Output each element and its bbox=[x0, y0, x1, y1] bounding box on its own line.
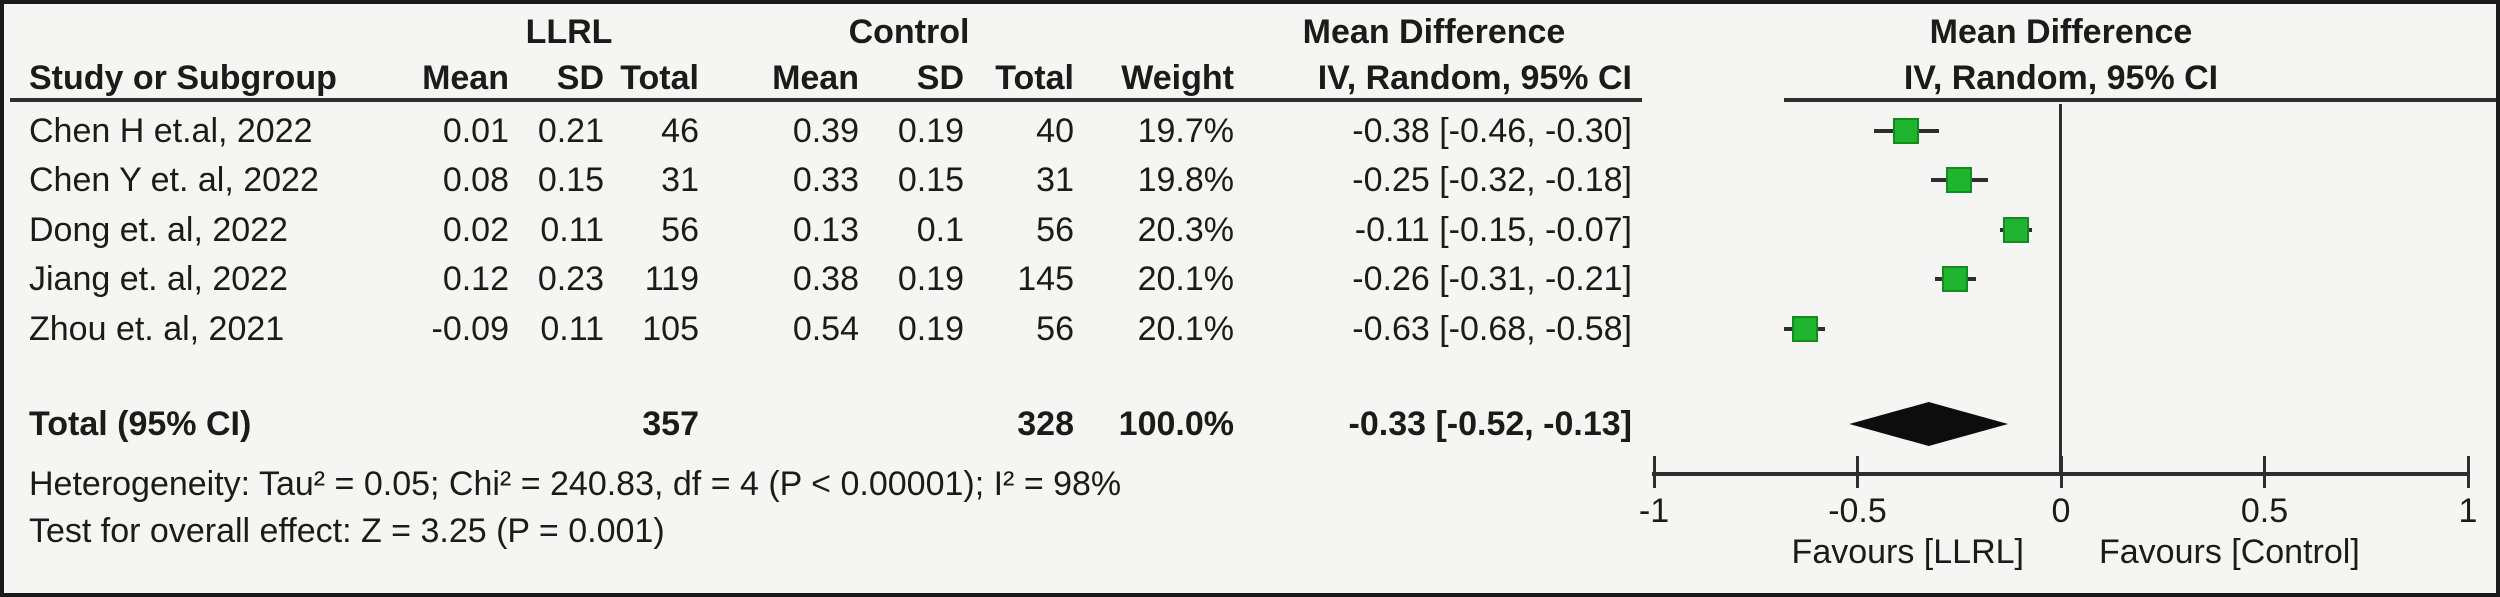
axis-tick bbox=[2263, 456, 2266, 488]
plot-header-underline bbox=[1784, 98, 2496, 102]
cell-total2: 145 bbox=[1017, 260, 1074, 298]
zero-line bbox=[2059, 104, 2062, 474]
cell-total1: 119 bbox=[644, 260, 699, 298]
cell-mean1: 0.02 bbox=[442, 211, 509, 249]
cell-total1: 31 bbox=[661, 161, 699, 199]
col-header-mean-llrl: Mean bbox=[422, 59, 509, 97]
effect-marker bbox=[1942, 266, 1969, 292]
cell-sd1: 0.11 bbox=[540, 211, 604, 249]
col-header-total-control: Total bbox=[995, 59, 1074, 97]
cell-total1: 46 bbox=[661, 112, 699, 150]
total-row-ci: -0.33 [-0.52, -0.13] bbox=[1348, 405, 1632, 443]
cell-mean1: 0.12 bbox=[442, 260, 509, 298]
col-header-effect-ci: IV, Random, 95% CI bbox=[1317, 59, 1632, 97]
cell-weight: 20.1% bbox=[1137, 310, 1234, 348]
axis-tick bbox=[1856, 456, 1859, 488]
axis-tick bbox=[2466, 456, 2470, 488]
axis-tick-label: -1 bbox=[1638, 492, 1670, 530]
cell-total2: 56 bbox=[1036, 211, 1074, 249]
cell-sd2: 0.19 bbox=[897, 112, 964, 150]
effect-marker bbox=[1893, 118, 1920, 144]
cell-sd2: 0.19 bbox=[897, 260, 964, 298]
study-label: Chen Y et. al, 2022 bbox=[29, 161, 319, 199]
effect-marker bbox=[1791, 316, 1818, 342]
cell-weight: 20.3% bbox=[1137, 211, 1234, 249]
cell-weight: 19.8% bbox=[1137, 161, 1234, 199]
study-label: Zhou et. al, 2021 bbox=[29, 310, 285, 348]
effect-header-table: Mean Difference bbox=[1302, 13, 1566, 51]
cell-ci: -0.11 [-0.15, -0.07] bbox=[1354, 211, 1632, 249]
col-header-sd-control: SD bbox=[916, 59, 964, 97]
cell-total1: 105 bbox=[642, 310, 699, 348]
table-header-underline bbox=[10, 98, 1642, 102]
cell-mean2: 0.33 bbox=[792, 161, 859, 199]
col-header-total-llrl: Total bbox=[620, 59, 699, 97]
axis-tick-label: 0.5 bbox=[2240, 492, 2289, 530]
total-row-n-ctrl: 328 bbox=[1017, 405, 1074, 443]
cell-weight: 19.7% bbox=[1137, 112, 1234, 150]
col-header-sd-llrl: SD bbox=[556, 59, 604, 97]
cell-mean1: -0.09 bbox=[431, 310, 510, 348]
cell-mean2: 0.54 bbox=[792, 310, 859, 348]
axis-tick-label: 0 bbox=[2051, 492, 2071, 530]
cell-sd1: 0.11 bbox=[540, 310, 604, 348]
col-header-weight: Weight bbox=[1121, 59, 1234, 97]
cell-total2: 40 bbox=[1036, 112, 1074, 150]
cell-mean2: 0.13 bbox=[792, 211, 859, 249]
study-label: Chen H et.al, 2022 bbox=[29, 112, 313, 150]
effect-marker bbox=[1946, 167, 1973, 193]
cell-mean1: 0.08 bbox=[442, 161, 509, 199]
total-row-weight: 100.0% bbox=[1118, 405, 1234, 443]
heterogeneity-text: Heterogeneity: Tau² = 0.05; Chi² = 240.8… bbox=[29, 465, 1122, 503]
cell-ci: -0.26 [-0.31, -0.21] bbox=[1352, 260, 1632, 298]
study-label: Dong et. al, 2022 bbox=[29, 211, 288, 249]
axis-tick bbox=[1652, 456, 1656, 488]
cell-sd1: 0.15 bbox=[537, 161, 604, 199]
axis-tick-label: 1 bbox=[2458, 492, 2478, 530]
overall-effect-text: Test for overall effect: Z = 3.25 (P = 0… bbox=[29, 512, 665, 550]
axis-tick bbox=[2059, 456, 2063, 488]
total-diamond bbox=[1849, 402, 2009, 446]
cell-sd2: 0.1 bbox=[916, 211, 964, 249]
axis-tick-label: -0.5 bbox=[1828, 492, 1887, 530]
group-header-control: Control bbox=[848, 13, 970, 51]
cell-weight: 20.1% bbox=[1137, 260, 1234, 298]
total-row-label: Total (95% CI) bbox=[29, 405, 252, 443]
group-header-llrl: LLRL bbox=[525, 13, 613, 51]
plot-header-method: IV, Random, 95% CI bbox=[1903, 59, 2219, 97]
effect-marker bbox=[2003, 217, 2030, 243]
cell-sd2: 0.15 bbox=[897, 161, 964, 199]
cell-ci: -0.63 [-0.68, -0.58] bbox=[1352, 310, 1632, 348]
col-header-study: Study or Subgroup bbox=[29, 59, 337, 97]
cell-ci: -0.25 [-0.32, -0.18] bbox=[1352, 161, 1632, 199]
cell-sd1: 0.23 bbox=[537, 260, 604, 298]
total-row-n-llrl: 357 bbox=[642, 405, 699, 443]
favours-right-label: Favours [Control] bbox=[2099, 533, 2360, 571]
col-header-mean-control: Mean bbox=[772, 59, 859, 97]
cell-mean1: 0.01 bbox=[442, 112, 509, 150]
cell-total2: 56 bbox=[1036, 310, 1074, 348]
study-label: Jiang et. al, 2022 bbox=[29, 260, 288, 298]
favours-left-label: Favours [LLRL] bbox=[1791, 533, 2024, 571]
effect-header-plot: Mean Difference bbox=[1929, 13, 2193, 51]
cell-total2: 31 bbox=[1036, 161, 1074, 199]
cell-mean2: 0.38 bbox=[792, 260, 859, 298]
cell-total1: 56 bbox=[661, 211, 699, 249]
cell-sd1: 0.21 bbox=[537, 112, 604, 150]
cell-sd2: 0.19 bbox=[897, 310, 964, 348]
cell-ci: -0.38 [-0.46, -0.30] bbox=[1352, 112, 1632, 150]
cell-mean2: 0.39 bbox=[792, 112, 859, 150]
